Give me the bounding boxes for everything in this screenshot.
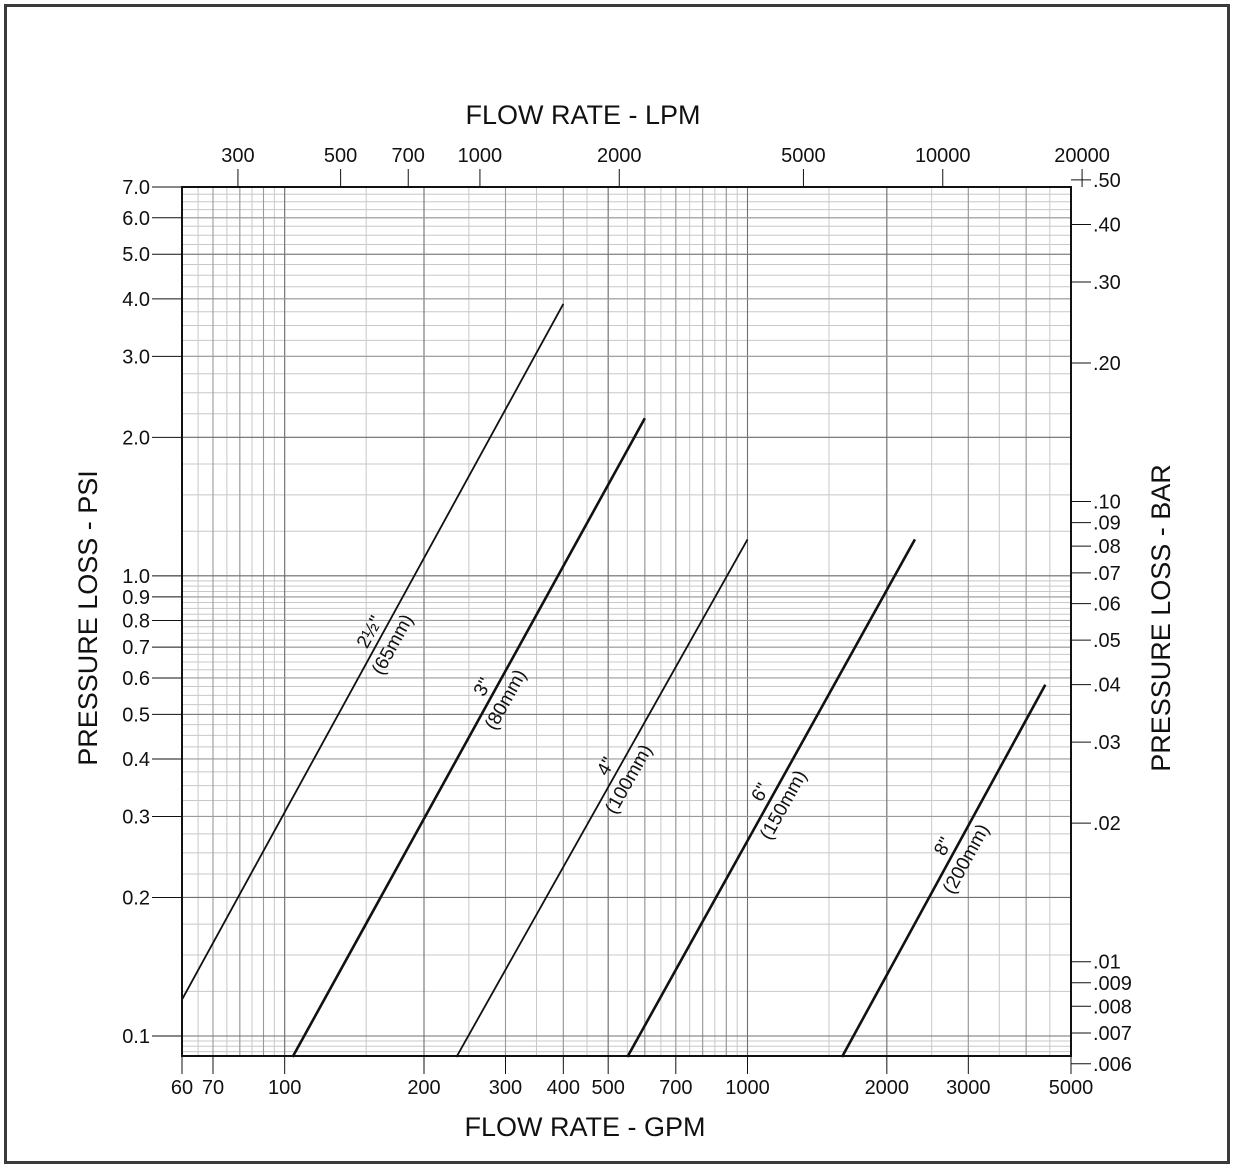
- y-tick-label: 1.0: [122, 566, 150, 588]
- series-line: [291, 417, 646, 1058]
- y-tick-label: 0.6: [122, 668, 150, 690]
- top-tick-label: 1000: [458, 145, 503, 167]
- y-tick-label: 0.4: [122, 749, 150, 771]
- right-tick-label: .008: [1093, 996, 1132, 1018]
- top-tick-label: 5000: [781, 145, 826, 167]
- right-tick-label: .006: [1093, 1054, 1132, 1076]
- y-tick-label: 6.0: [122, 208, 150, 230]
- x-tick-label: 300: [489, 1077, 522, 1099]
- x-tick-label: 700: [659, 1077, 692, 1099]
- right-tick-label: .007: [1093, 1023, 1132, 1045]
- grid-minor: [182, 187, 1071, 1056]
- right-tick-label: .009: [1093, 973, 1132, 995]
- x-tick-label: 500: [591, 1077, 624, 1099]
- x-tick-label: 3000: [946, 1077, 991, 1099]
- top-tick-label: 10000: [915, 145, 971, 167]
- top-tick-label: 300: [221, 145, 254, 167]
- series-line: [626, 538, 917, 1058]
- plot-border: [181, 186, 1072, 1057]
- x-tick-label: 2000: [865, 1077, 910, 1099]
- x-tick-label: 100: [268, 1077, 301, 1099]
- x-tick-label: 400: [547, 1077, 580, 1099]
- right-tick-label: .10: [1093, 492, 1121, 514]
- series-lines: [181, 303, 1047, 1058]
- y-tick-label: 0.3: [122, 806, 150, 828]
- right-tick-label: .02: [1093, 813, 1121, 835]
- top-tick-label: 2000: [597, 145, 642, 167]
- y-tick-label: 3.0: [122, 346, 150, 368]
- right-tick-label: .04: [1093, 675, 1121, 697]
- right-tick-label: .40: [1093, 215, 1121, 237]
- tick-labels: 7.0 6.0 5.0 4.0 3.0 2.0 1.00.90.8 0.7 0.6 0.5 0.4 0…: [122, 145, 1132, 1099]
- y-tick-label: 0.5: [122, 704, 150, 726]
- right-tick-label: .01: [1093, 952, 1121, 974]
- right-tick-label: .07: [1093, 563, 1121, 585]
- x-tick-label: 60: [171, 1077, 193, 1099]
- top-tick-label: 20000: [1054, 145, 1110, 167]
- x-tick-label: 70: [202, 1077, 224, 1099]
- x-tick-label: 5000: [1049, 1077, 1094, 1099]
- series-label-size: 4": [593, 754, 620, 779]
- y-axis-title: PRESSURE LOSS - PSI: [73, 470, 103, 766]
- top-tick-label: 700: [392, 145, 425, 167]
- right-tick-label: .50: [1093, 170, 1121, 192]
- y-tick-label: 0.2: [122, 887, 150, 909]
- y-tick-label: 0.7: [122, 637, 150, 659]
- tick-marks: [152, 169, 1091, 1074]
- right-tick-label: .05: [1093, 630, 1121, 652]
- y-axis-title-right: PRESSURE LOSS - BAR: [1146, 464, 1176, 772]
- y-tick-label: 7.0: [122, 177, 150, 199]
- right-tick-label: .06: [1093, 594, 1121, 616]
- right-tick-label: .08: [1093, 536, 1121, 558]
- y-tick-label: 0.8: [122, 610, 150, 632]
- y-tick-label: 0.1: [122, 1026, 150, 1048]
- top-axis-title: FLOW RATE - LPM: [465, 100, 700, 130]
- top-tick-label: 500: [324, 145, 357, 167]
- right-tick-label: .30: [1093, 272, 1121, 294]
- series-line: [455, 538, 749, 1058]
- y-tick-label: 5.0: [122, 244, 150, 266]
- y-tick-label: 0.9: [122, 587, 150, 609]
- series-line: [181, 303, 565, 1000]
- x-tick-label: 200: [407, 1077, 440, 1099]
- grid-major: [182, 187, 1071, 1056]
- y-tick-label: 2.0: [122, 427, 150, 449]
- x-axis-title: FLOW RATE - GPM: [465, 1112, 706, 1142]
- right-tick-label: .09: [1093, 513, 1121, 535]
- series-line: [840, 684, 1047, 1058]
- x-tick-label: 1000: [725, 1077, 770, 1099]
- right-tick-label: .03: [1093, 732, 1121, 754]
- right-tick-label: .20: [1093, 353, 1121, 375]
- y-tick-label: 4.0: [122, 289, 150, 311]
